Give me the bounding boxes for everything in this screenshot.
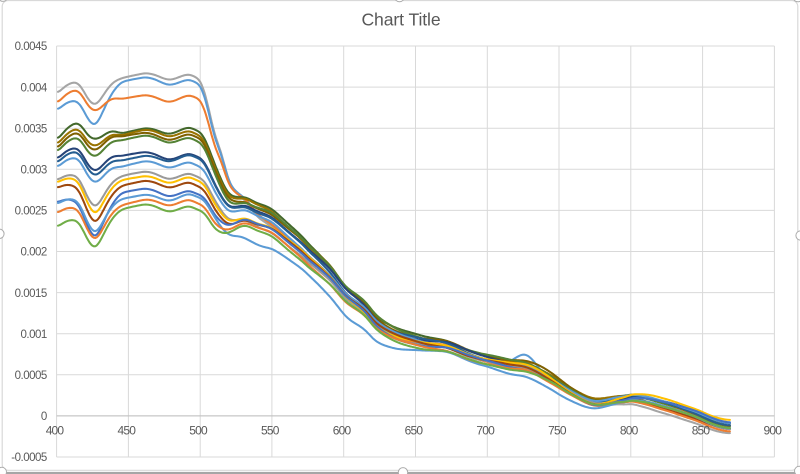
- svg-text:Chart Title: Chart Title: [361, 10, 440, 30]
- svg-text:0.0045: 0.0045: [15, 41, 47, 53]
- svg-text:0.004: 0.004: [21, 82, 48, 94]
- svg-text:800: 800: [620, 423, 639, 437]
- svg-text:400: 400: [46, 423, 65, 437]
- svg-text:750: 750: [548, 423, 567, 437]
- svg-text:600: 600: [333, 423, 352, 437]
- svg-text:0.0005: 0.0005: [15, 370, 47, 382]
- svg-text:0.003: 0.003: [21, 165, 47, 177]
- svg-text:450: 450: [117, 423, 136, 437]
- svg-text:550: 550: [261, 423, 280, 437]
- svg-text:900: 900: [763, 423, 782, 437]
- svg-text:0.002: 0.002: [21, 247, 47, 259]
- svg-text:650: 650: [405, 423, 424, 437]
- svg-text:0.0035: 0.0035: [15, 123, 47, 135]
- svg-text:-0.0005: -0.0005: [11, 452, 47, 464]
- svg-text:0.001: 0.001: [21, 329, 47, 341]
- svg-text:0.0015: 0.0015: [15, 288, 47, 300]
- svg-text:0: 0: [41, 411, 47, 423]
- svg-text:500: 500: [189, 423, 208, 437]
- svg-text:0.0025: 0.0025: [15, 206, 47, 218]
- svg-text:700: 700: [476, 423, 495, 437]
- svg-text:850: 850: [692, 423, 711, 437]
